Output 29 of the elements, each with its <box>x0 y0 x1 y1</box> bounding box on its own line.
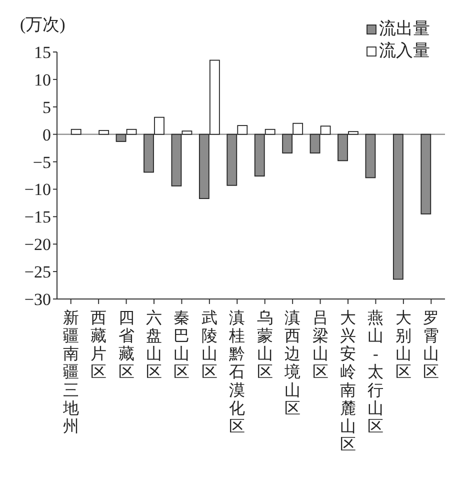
y-tick-label: 0 <box>42 125 51 144</box>
x-tick-label: 六盘山区 <box>146 309 162 382</box>
x-tick-label: 大兴安岭南麓山区 <box>340 309 356 454</box>
y-tick-label: −10 <box>24 180 51 200</box>
x-tick-label: 燕山-太行山区 <box>368 309 384 436</box>
legend-label: 流出量 <box>379 19 430 38</box>
y-tick-label: 10 <box>34 70 51 90</box>
x-tick-label: 四省藏区 <box>118 310 134 382</box>
x-tick-label: 秦巴山区 <box>174 310 190 382</box>
y-axis-title: (万次) <box>20 15 66 34</box>
legend-label: 流入量 <box>379 41 430 60</box>
y-tick-label: −5 <box>32 152 51 172</box>
y-tick-label: −15 <box>24 208 51 227</box>
bar <box>70 128 82 135</box>
y-tick-label: −25 <box>24 262 51 282</box>
x-tick-label: 新疆南疆三地州 <box>62 309 79 436</box>
x-tick-label: 吕梁山区 <box>312 310 328 382</box>
x-tick-label: 西藏片区 <box>90 310 107 382</box>
bar <box>98 130 110 135</box>
y-tick-label: 5 <box>42 98 51 117</box>
y-tick-label: −20 <box>24 235 51 254</box>
x-tick-label: 大别山区 <box>395 309 412 382</box>
x-tick-label: 滇桂黔石漠化区 <box>228 309 246 436</box>
y-tick-label: −30 <box>24 290 51 309</box>
x-tick-label: 罗霄山区 <box>423 310 440 382</box>
x-tick-label: 武陵山区 <box>201 309 218 382</box>
y-tick-label: 15 <box>34 43 51 62</box>
x-tick-label: 滇西边境山区 <box>284 309 301 418</box>
x-tick-label: 乌蒙山区 <box>256 309 273 382</box>
